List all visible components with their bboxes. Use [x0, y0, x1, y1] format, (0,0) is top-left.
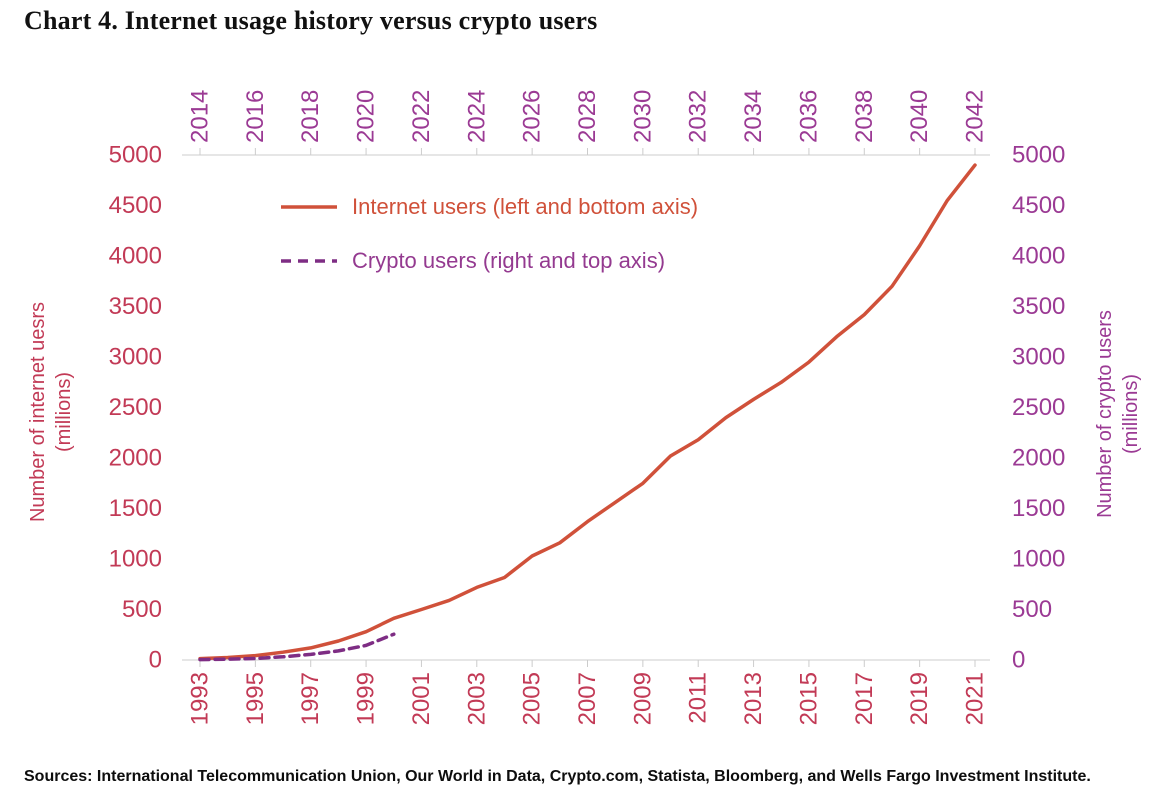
- bottom-axis-tick-label: 2001: [408, 672, 435, 725]
- left-axis-tick-label: 5000: [109, 142, 162, 169]
- legend-label-internet-users: Internet users (left and bottom axis): [352, 194, 699, 219]
- crypto-users-line: [198, 632, 396, 662]
- left-axis-tick-label: 1000: [109, 546, 162, 573]
- left-axis-tick-label: 0: [149, 647, 162, 674]
- bottom-axis-tick-label: 2021: [962, 672, 989, 725]
- top-axis-tick-label: 2018: [297, 90, 324, 143]
- right-axis-tick-label: 1500: [1012, 495, 1065, 522]
- left-axis-tick-label: 3500: [109, 293, 162, 320]
- bottom-axis-tick-label: 2011: [685, 672, 712, 724]
- left-axis-tick-label: 2000: [109, 445, 162, 472]
- bottom-axis-tick-label: 1999: [353, 672, 380, 725]
- left-axis-title-line1: Number of internet uesrs: [27, 301, 49, 523]
- bottom-axis-tick-label: 2015: [795, 672, 822, 725]
- top-axis-tick-label: 2030: [629, 90, 656, 143]
- right-axis-tick-label: 2500: [1012, 394, 1065, 421]
- right-axis-title: Number of crypto users (millions): [1092, 310, 1144, 518]
- left-axis-tick-label: 2500: [109, 394, 162, 421]
- legend-item-crypto-users: Crypto users (right and top axis): [280, 246, 698, 276]
- top-axis-tick-label: 2042: [962, 90, 989, 143]
- bottom-axis-tick-label: 2017: [851, 672, 878, 725]
- right-axis-tick-label: 500: [1012, 596, 1052, 623]
- top-axis-tick-label: 2038: [851, 90, 878, 143]
- right-axis-tick-label: 3500: [1012, 293, 1065, 320]
- sources-text: Sources: International Telecommunication…: [24, 768, 1091, 785]
- chart-plot: 2014 2016 2018 2020 2022 2024 2026 2028 2030 2032…: [109, 90, 1066, 726]
- legend-label-crypto-users: Crypto users (right and top axis): [352, 248, 666, 273]
- chart-legend: Internet users (left and bottom axis) Cr…: [280, 192, 698, 300]
- crypto-line-swatch-icon: [281, 259, 337, 263]
- chart-title: Chart 4. Internet usage history versus c…: [24, 6, 598, 35]
- bottom-axis-tick-label: 2003: [463, 672, 490, 725]
- top-axis-tick-label: 2036: [795, 90, 822, 143]
- bottom-axis-tick-label: 2009: [629, 672, 656, 725]
- right-axis-tick-label: 4000: [1012, 243, 1065, 270]
- top-axis-tick-label: 2028: [574, 90, 601, 143]
- bottom-axis-tick-label: 2005: [519, 672, 546, 725]
- left-axis-tick-label: 3000: [109, 344, 162, 371]
- right-axis-tick-label: 3000: [1012, 344, 1065, 371]
- top-axis-tick-label: 2026: [519, 90, 546, 143]
- top-axis-tick-label: 2020: [353, 90, 380, 143]
- bottom-axis-tick-label: 2007: [574, 672, 601, 725]
- top-axis-tick-label: 2034: [740, 90, 767, 143]
- right-axis-title-line1: Number of crypto users: [1094, 310, 1116, 518]
- top-axis-tick-label: 2014: [187, 90, 214, 143]
- right-axis-tick-label: 0: [1012, 647, 1025, 674]
- legend-item-internet-users: Internet users (left and bottom axis): [280, 192, 698, 222]
- right-axis-tick-label: 5000: [1012, 142, 1065, 169]
- top-axis-tick-label: 2016: [242, 90, 269, 143]
- top-axis-tick-label: 2022: [408, 90, 435, 143]
- top-axis-tick-label: 2032: [685, 90, 712, 143]
- left-axis-title-line2: (millions): [53, 372, 75, 453]
- bottom-axis-tick-label: 1993: [187, 672, 214, 725]
- right-axis-title-line2: (millions): [1120, 374, 1142, 455]
- right-axis-tick-label: 1000: [1012, 546, 1065, 573]
- left-axis-tick-label: 4000: [109, 243, 162, 270]
- bottom-axis-tick-label: 2019: [906, 672, 933, 725]
- top-axis-tick-label: 2024: [463, 90, 490, 143]
- bottom-axis-tick-label: 1995: [242, 672, 269, 725]
- left-axis-tick-label: 1500: [109, 495, 162, 522]
- left-axis-tick-label: 4500: [109, 192, 162, 219]
- internet-line-swatch-icon: [281, 205, 337, 209]
- right-axis-tick-label: 4500: [1012, 192, 1065, 219]
- internet-users-line: [198, 163, 977, 661]
- right-axis-tick-label: 2000: [1012, 445, 1065, 472]
- left-axis-tick-label: 500: [122, 596, 162, 623]
- left-axis-title: Number of internet uesrs (millions): [25, 302, 77, 522]
- top-axis-tick-label: 2040: [906, 90, 933, 143]
- bottom-axis-tick-label: 2013: [740, 672, 767, 725]
- bottom-axis-tick-label: 1997: [297, 672, 324, 725]
